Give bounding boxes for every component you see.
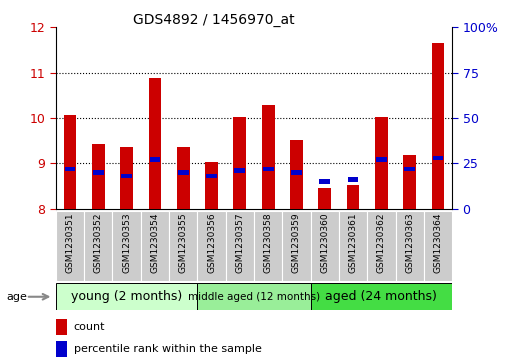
Text: percentile rank within the sample: percentile rank within the sample [74,344,262,354]
Text: aged (24 months): aged (24 months) [326,290,437,303]
Bar [282,211,310,281]
Bar [310,283,452,310]
Text: GSM1230360: GSM1230360 [320,213,329,273]
Text: GSM1230362: GSM1230362 [377,213,386,273]
Bar [404,167,415,171]
Bar [205,163,218,209]
Bar [206,174,217,178]
Bar [93,170,104,175]
Bar [92,144,105,209]
Bar [319,188,331,209]
Bar [56,211,84,281]
Bar [56,319,67,335]
Bar [112,211,141,281]
Bar [432,43,444,209]
Bar [141,211,169,281]
Text: GSM1230358: GSM1230358 [264,213,273,273]
Bar [64,115,76,209]
Text: GSM1230351: GSM1230351 [66,213,75,273]
Text: GDS4892 / 1456970_at: GDS4892 / 1456970_at [133,13,294,27]
Bar [121,174,132,178]
Bar [177,147,189,209]
Text: young (2 months): young (2 months) [71,290,182,303]
Bar [403,155,416,209]
Bar [263,167,274,171]
Bar [424,211,452,281]
Bar [347,178,359,182]
Bar [120,147,133,209]
Text: GSM1230359: GSM1230359 [292,213,301,273]
Bar [339,211,367,281]
Text: GSM1230354: GSM1230354 [150,213,160,273]
Bar [84,211,112,281]
Text: middle aged (12 months): middle aged (12 months) [188,292,320,302]
Text: GSM1230363: GSM1230363 [405,213,414,273]
Bar [56,340,67,357]
Bar [198,211,226,281]
Bar [376,158,387,162]
Bar [178,170,188,175]
Bar [148,78,162,209]
Bar [290,140,303,209]
Text: GSM1230353: GSM1230353 [122,213,131,273]
Bar [198,283,310,310]
Bar [375,117,388,209]
Bar [291,170,302,175]
Text: GSM1230364: GSM1230364 [433,213,442,273]
Text: GSM1230355: GSM1230355 [179,213,188,273]
Bar [346,185,360,209]
Bar [234,168,245,173]
Bar [234,117,246,209]
Bar [254,211,282,281]
Text: GSM1230352: GSM1230352 [94,213,103,273]
Text: age: age [6,292,27,302]
Bar [56,283,198,310]
Text: GSM1230356: GSM1230356 [207,213,216,273]
Bar [396,211,424,281]
Bar [310,211,339,281]
Bar [432,156,443,160]
Bar [320,179,330,184]
Bar [65,167,76,171]
Bar [149,158,161,162]
Text: GSM1230361: GSM1230361 [348,213,358,273]
Text: count: count [74,322,105,332]
Bar [169,211,198,281]
Bar [262,105,274,209]
Text: GSM1230357: GSM1230357 [235,213,244,273]
Bar [367,211,396,281]
Bar [226,211,254,281]
